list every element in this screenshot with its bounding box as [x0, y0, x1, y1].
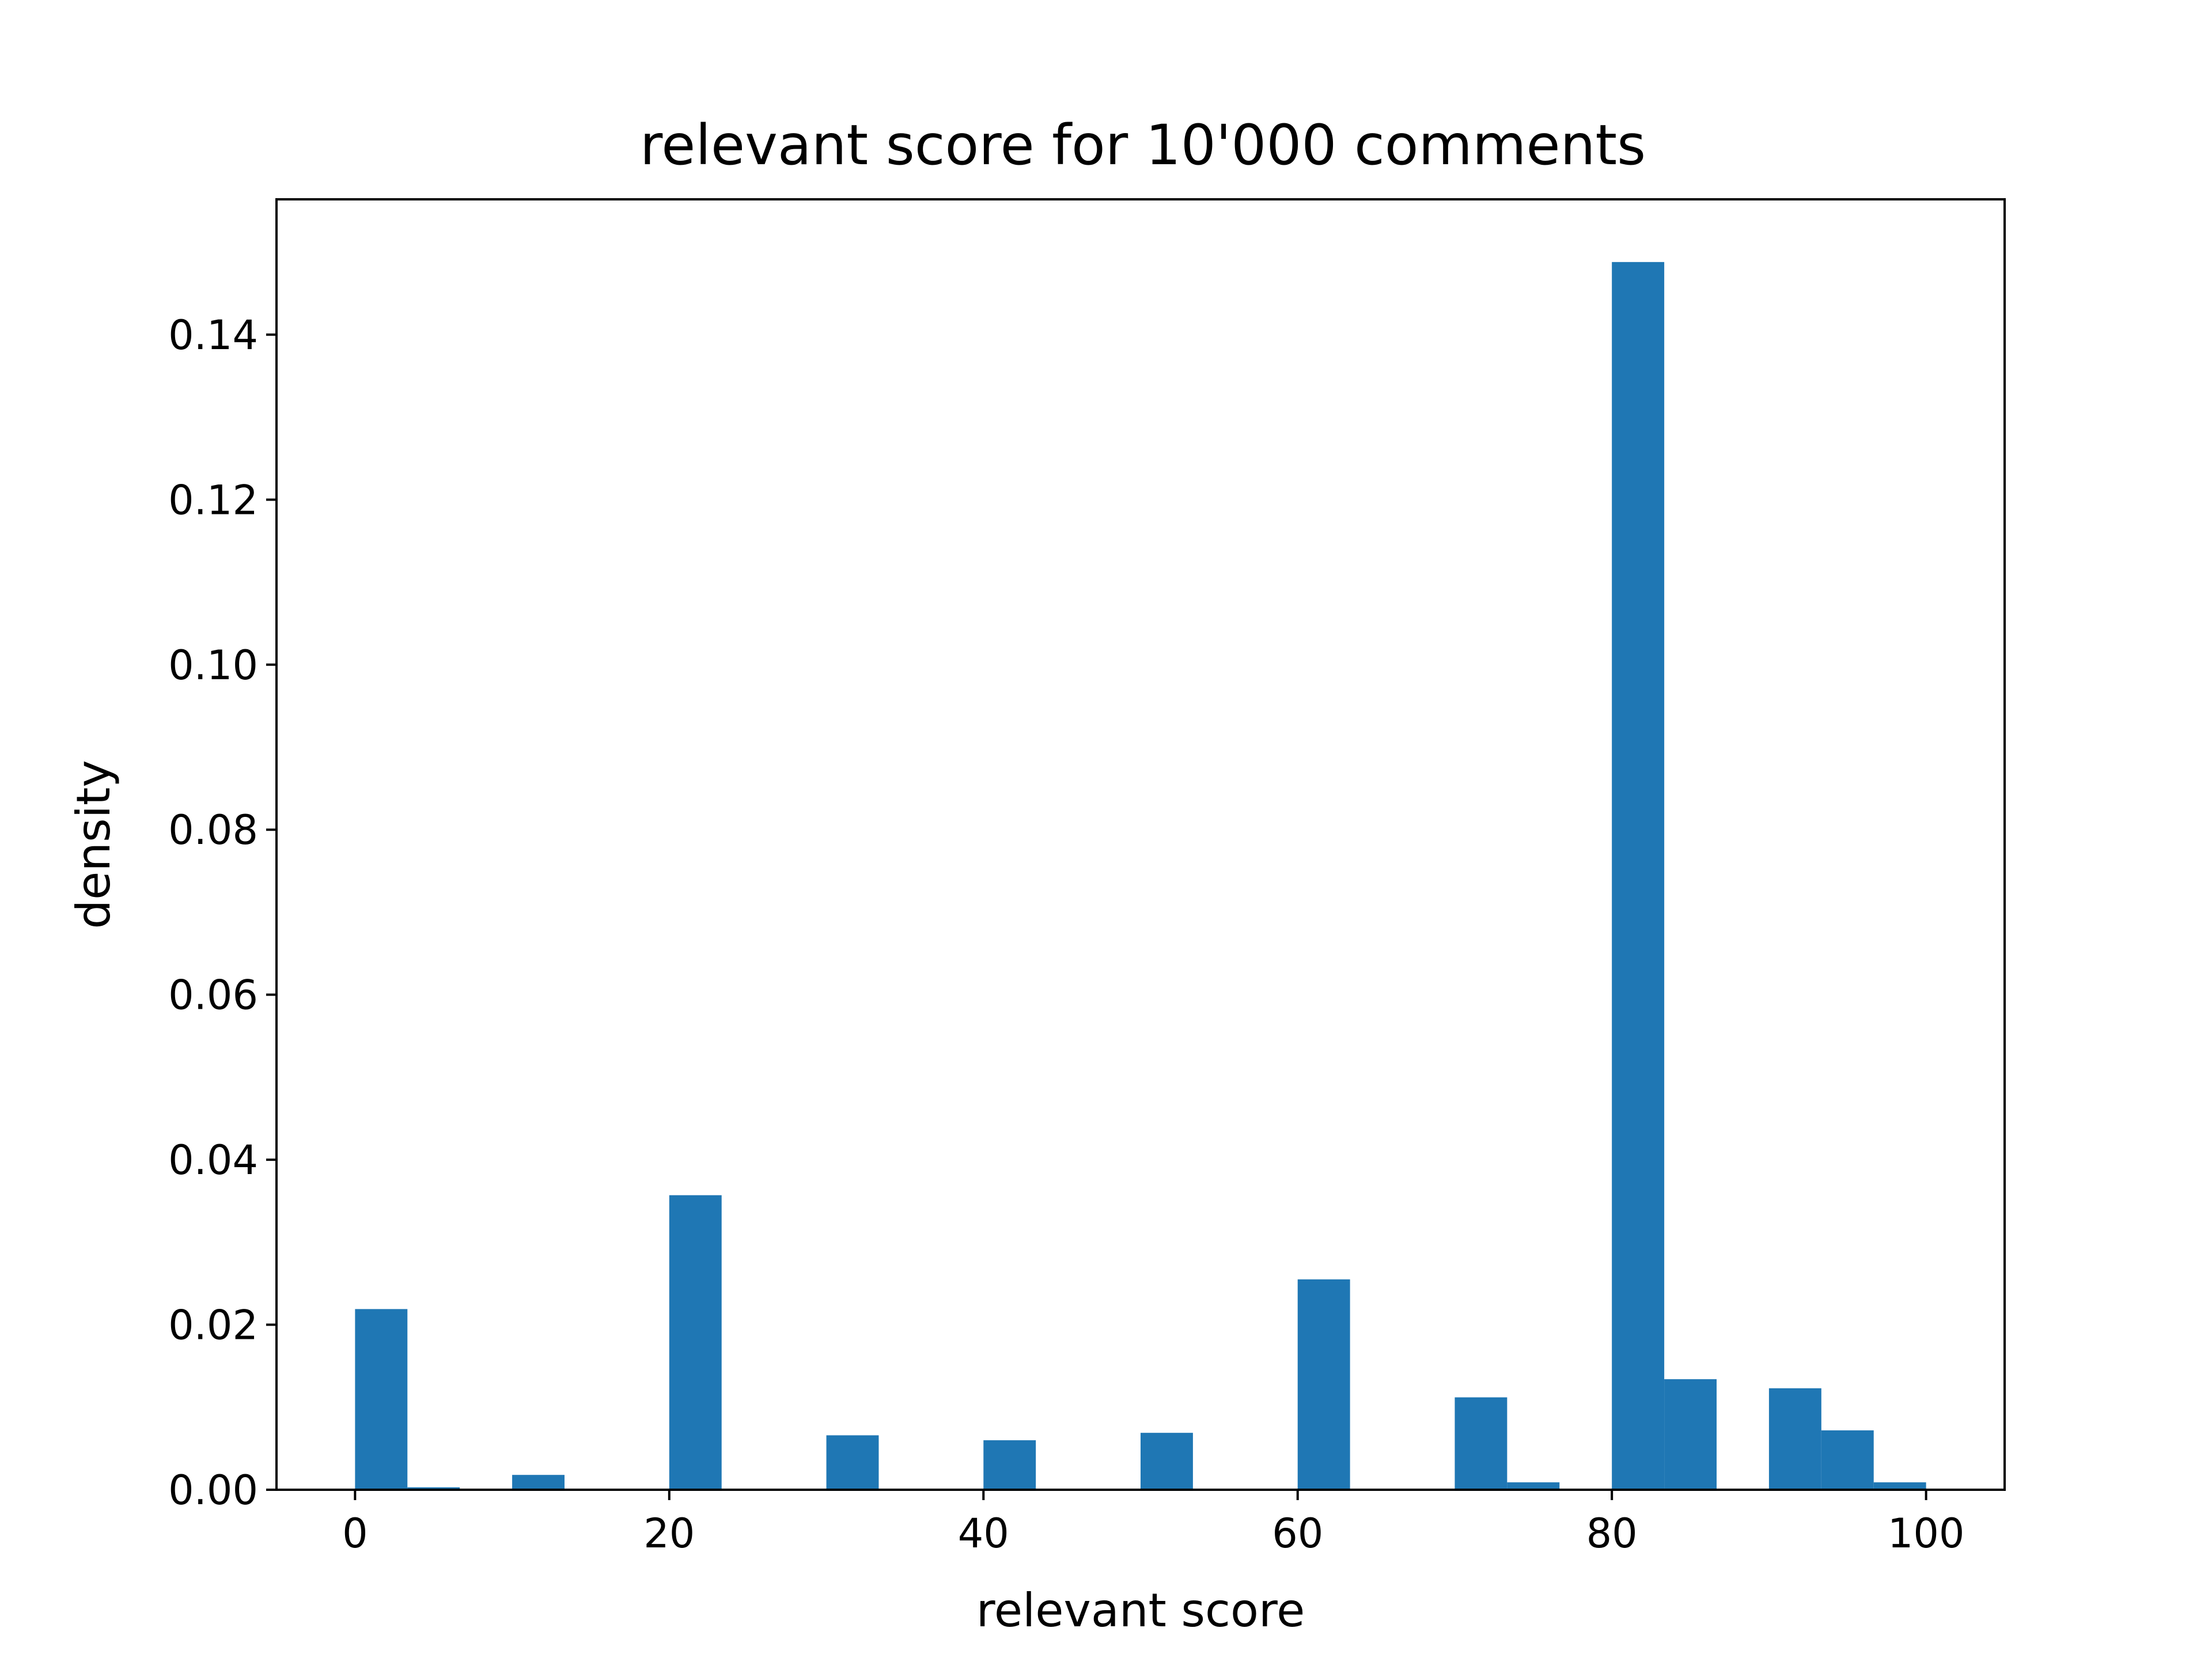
y-tick-label: 0.14 — [168, 312, 258, 359]
x-axis-ticks: 0 20 40 60 80 100 — [342, 1490, 1964, 1557]
histogram-bar — [1455, 1397, 1508, 1490]
y-tick-label: 0.08 — [168, 807, 258, 854]
histogram-bar — [355, 1309, 408, 1490]
x-tick-label: 80 — [1586, 1510, 1638, 1557]
histogram-bar — [407, 1487, 460, 1490]
histogram-bar — [1141, 1433, 1193, 1490]
histogram-bar — [826, 1435, 879, 1490]
y-tick-label: 0.06 — [168, 972, 258, 1019]
histogram-bar — [1297, 1279, 1350, 1490]
x-tick-label: 40 — [958, 1510, 1009, 1557]
y-tick-label: 0.10 — [168, 642, 258, 689]
plot-frame — [275, 198, 2006, 1491]
histogram-bar — [669, 1195, 722, 1490]
histogram-bar — [1507, 1482, 1560, 1490]
x-axis-label: relevant score — [976, 1584, 1305, 1637]
y-tick-label: 0.04 — [168, 1137, 258, 1184]
histogram-bar — [983, 1440, 1036, 1490]
bars-group — [355, 262, 1926, 1490]
histogram-bar — [1821, 1430, 1874, 1490]
histogram-bar — [512, 1475, 565, 1490]
y-tick-label: 0.12 — [168, 476, 258, 524]
x-tick-label: 100 — [1888, 1510, 1965, 1557]
y-axis-ticks: 0.00 0.02 0.04 0.06 0.08 0.10 0.12 0.14 — [168, 312, 276, 1514]
chart-title: relevant score for 10'000 comments — [640, 113, 1646, 177]
histogram-bar — [1768, 1388, 1821, 1490]
histogram-bar — [1873, 1482, 1926, 1490]
y-tick-label: 0.02 — [168, 1302, 258, 1349]
x-tick-label: 0 — [342, 1510, 368, 1557]
y-tick-label: 0.00 — [168, 1467, 258, 1514]
histogram-bar — [1612, 262, 1665, 1490]
x-tick-label: 20 — [643, 1510, 695, 1557]
x-tick-label: 60 — [1272, 1510, 1323, 1557]
histogram-bar — [1664, 1379, 1717, 1490]
y-axis-label: density — [67, 760, 120, 929]
